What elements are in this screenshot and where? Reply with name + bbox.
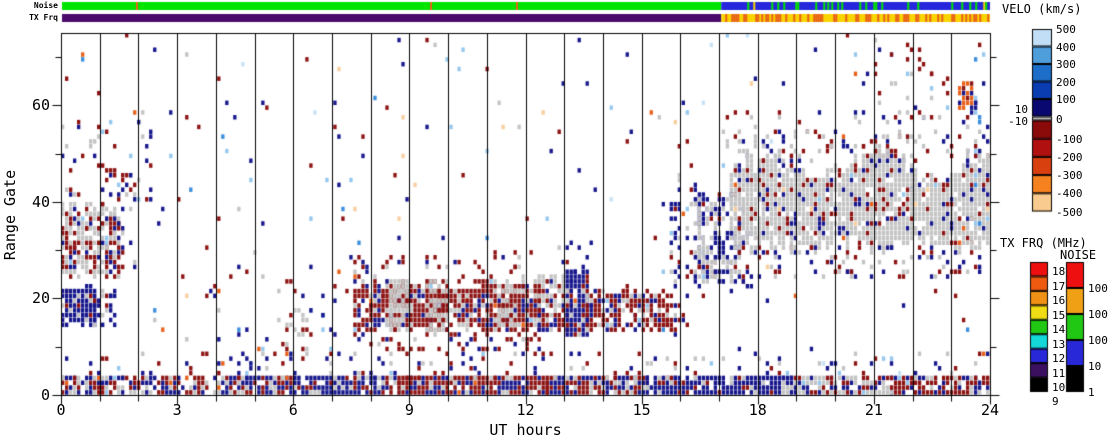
- x-tick-label: 9: [404, 401, 414, 419]
- txfrq-scale-label: 9: [1052, 395, 1059, 409]
- velo-scale-label: 500: [1056, 23, 1076, 36]
- y-tick-label: 20: [31, 289, 50, 308]
- noise-scale-label: 10: [1088, 360, 1102, 373]
- x-tick-label: 12: [516, 401, 535, 419]
- velo-scale-label: 400: [1056, 40, 1076, 54]
- x-axis-title: UT hours: [489, 421, 562, 439]
- txfrq-scale-label: 10: [1052, 381, 1066, 394]
- txfrq-scale-label: 15: [1052, 308, 1066, 322]
- velo-scale-label: 200: [1056, 75, 1076, 89]
- y-tick-label: 40: [31, 192, 50, 211]
- velo-scale-label: -300: [1056, 169, 1083, 183]
- txfrq-scale-label: 18: [1052, 265, 1066, 279]
- noise-colorbar-title: NOISE: [1060, 248, 1097, 262]
- noise-bar-label: Noise: [33, 1, 58, 10]
- noise-scale-label: 10000: [1088, 282, 1108, 295]
- velo-scale-label: -400: [1056, 187, 1083, 201]
- y-tick-label: 0: [40, 386, 50, 404]
- txfrq-scale-label: 17: [1052, 279, 1066, 293]
- velo-scale-label: 0: [1056, 112, 1063, 126]
- txfrq-scale-label: 12: [1052, 352, 1066, 366]
- txfrq-scale-label: 14: [1052, 323, 1066, 337]
- noise-scale-label: 1: [1088, 386, 1095, 399]
- x-tick-label: 0: [56, 401, 66, 419]
- velo-colorbar-title: VELO (km/s): [1002, 2, 1082, 16]
- txfrq-scale-label: 16: [1052, 294, 1066, 308]
- x-tick-label: 15: [632, 401, 651, 419]
- y-tick-label: 60: [31, 96, 50, 115]
- noise-scale-label: 100: [1088, 334, 1108, 347]
- velo-scale-label: -10: [1008, 115, 1028, 128]
- velo-scale-label: 100: [1056, 93, 1076, 106]
- x-tick-label: 6: [288, 401, 298, 419]
- x-tick-label: 24: [980, 401, 1000, 419]
- velo-scale-label: -500: [1056, 205, 1083, 219]
- velo-scale-label: 300: [1056, 58, 1076, 71]
- txfrq-scale-label: 13: [1052, 337, 1066, 351]
- x-tick-label: 21: [864, 401, 883, 419]
- txfrq-colorbar-title: TX FRQ (MHz): [1000, 236, 1087, 250]
- y-axis-title: Range Gate: [1, 169, 19, 261]
- x-tick-label: 18: [748, 401, 767, 419]
- txfrq-scale-label: 11: [1052, 366, 1066, 380]
- velo-scale-label: 10: [1014, 103, 1028, 116]
- velo-scale-label: -100: [1056, 132, 1083, 146]
- x-tick-label: 3: [172, 401, 182, 419]
- txfrq-bar-label: TX Frq: [29, 13, 58, 22]
- velo-scale-label: -200: [1056, 150, 1083, 164]
